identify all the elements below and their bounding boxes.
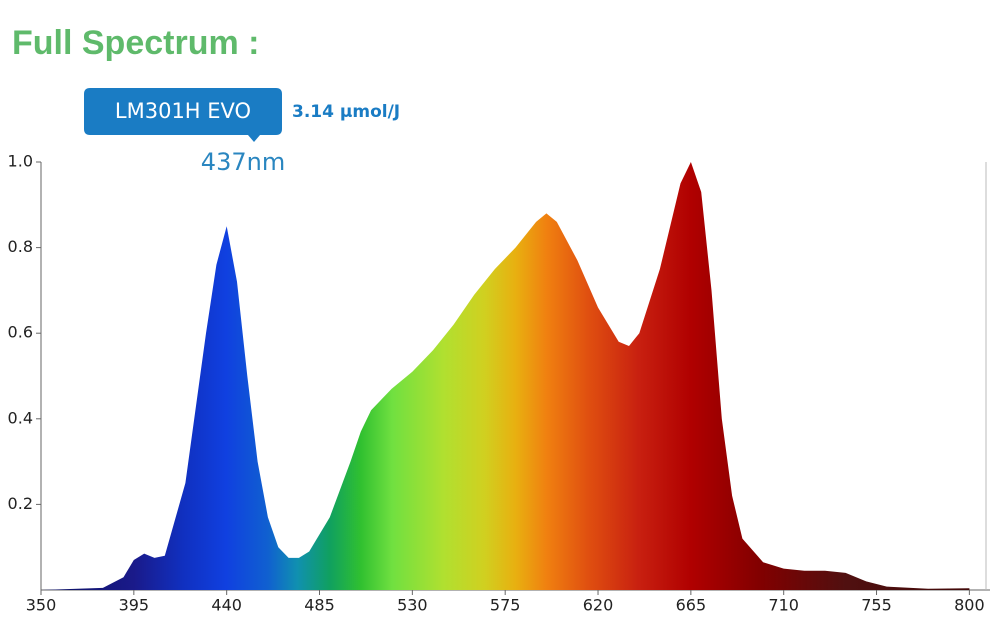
x-tick-label: 395 — [119, 596, 150, 615]
efficacy-label: 3.14 µmol/J — [292, 102, 400, 122]
spectrum-area — [41, 162, 970, 590]
x-tick-label: 710 — [768, 596, 799, 615]
x-tick-label: 665 — [676, 596, 707, 615]
x-tick-label: 440 — [211, 596, 242, 615]
badge-label: LM301H EVO — [115, 99, 251, 123]
x-tick-label: 755 — [861, 596, 892, 615]
chart-title: Full Spectrum : — [12, 24, 259, 62]
peak-label: 437nm — [201, 148, 285, 176]
badge-box — [84, 88, 282, 142]
x-tick-label: 575 — [490, 596, 521, 615]
y-tick-label: 1.0 — [8, 152, 33, 171]
x-tick-label: 485 — [304, 596, 335, 615]
y-tick-label: 0.6 — [8, 323, 33, 342]
x-tick-label: 530 — [397, 596, 428, 615]
y-tick-label: 0.4 — [8, 408, 33, 427]
x-tick-label: 620 — [583, 596, 614, 615]
y-tick-label: 0.2 — [8, 494, 33, 513]
y-tick-label: 0.8 — [8, 237, 33, 256]
x-tick-label: 800 — [954, 596, 985, 615]
x-tick-label: 350 — [26, 596, 57, 615]
